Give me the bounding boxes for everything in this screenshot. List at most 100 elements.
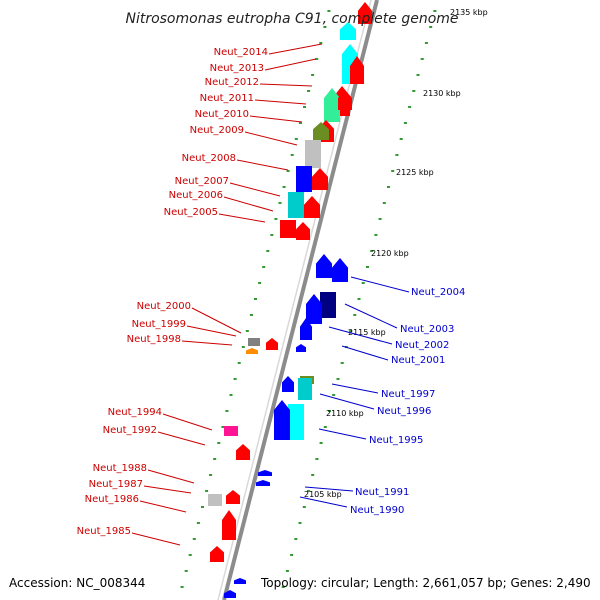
tick-mark — [217, 442, 221, 444]
gene-feature[interactable] — [312, 168, 328, 190]
gene-label-neut-1992[interactable]: Neut_1992 — [103, 425, 157, 436]
gene-label-neut-2007[interactable]: Neut_2007 — [175, 176, 229, 187]
gene-label-neut-1985[interactable]: Neut_1985 — [77, 526, 131, 537]
gene-label-neut-2006[interactable]: Neut_2006 — [169, 190, 223, 201]
tick-mark — [282, 186, 286, 188]
gene-label-neut-2010[interactable]: Neut_2010 — [195, 109, 249, 120]
tick-mark — [290, 554, 294, 556]
tick-mark — [420, 58, 424, 60]
tick-mark — [241, 346, 245, 348]
gene-feature[interactable] — [296, 222, 310, 240]
tick-mark — [221, 426, 225, 428]
kbp-marker-2120: 2120 kbp — [371, 249, 409, 258]
gene-label-neut-2002[interactable]: Neut_2002 — [395, 340, 449, 351]
gene-feature[interactable] — [210, 546, 224, 562]
gene-label-neut-1986[interactable]: Neut_1986 — [85, 494, 139, 505]
gene-label-neut-1990[interactable]: Neut_1990 — [350, 505, 404, 516]
gene-label-neut-1999[interactable]: Neut_1999 — [132, 319, 186, 330]
tick-mark — [303, 106, 306, 108]
gene-feature[interactable] — [332, 258, 348, 282]
tick-mark — [382, 202, 386, 204]
gene-label-neut-1994[interactable]: Neut_1994 — [108, 407, 162, 418]
tick-mark — [327, 10, 331, 12]
gene-label-neut-1995[interactable]: Neut_1995 — [369, 435, 423, 446]
tick-mark — [298, 522, 302, 524]
gene-feature[interactable] — [256, 480, 270, 486]
gene-label-neut-2003[interactable]: Neut_2003 — [400, 324, 454, 335]
tick-mark — [378, 218, 382, 220]
gene-feature[interactable] — [282, 376, 294, 392]
gene-feature[interactable] — [298, 378, 312, 400]
gene-label-neut-1998[interactable]: Neut_1998 — [127, 334, 181, 345]
leader-line — [181, 340, 233, 346]
tick-mark — [353, 314, 357, 316]
gene-feature[interactable] — [320, 292, 336, 318]
tick-mark — [281, 586, 285, 588]
gene-feature[interactable] — [236, 444, 250, 460]
gene-feature[interactable] — [338, 90, 352, 110]
gene-feature[interactable] — [316, 254, 332, 278]
leader-line — [131, 532, 181, 546]
gene-feature[interactable] — [358, 2, 372, 24]
tick-mark — [391, 170, 395, 172]
gene-label-neut-2001[interactable]: Neut_2001 — [391, 355, 445, 366]
leader-line — [331, 383, 379, 394]
gene-feature[interactable] — [274, 400, 290, 440]
gene-feature[interactable] — [296, 344, 306, 352]
gene-feature[interactable] — [226, 490, 240, 504]
kbp-marker-2130: 2130 kbp — [423, 89, 461, 98]
gene-label-neut-2009[interactable]: Neut_2009 — [190, 125, 244, 136]
tick-mark — [349, 330, 353, 332]
gene-label-neut-2004[interactable]: Neut_2004 — [411, 287, 465, 298]
leader-line — [299, 496, 348, 508]
gene-feature[interactable] — [296, 166, 312, 192]
gene-feature[interactable] — [304, 196, 320, 218]
gene-label-neut-1997[interactable]: Neut_1997 — [381, 389, 435, 400]
gene-label-neut-1996[interactable]: Neut_1996 — [377, 406, 431, 417]
gene-feature[interactable] — [258, 470, 272, 476]
leader-line — [191, 307, 242, 334]
gene-feature[interactable] — [246, 348, 258, 354]
gene-label-neut-1988[interactable]: Neut_1988 — [93, 463, 147, 474]
tick-mark — [307, 490, 310, 492]
gene-feature[interactable] — [224, 426, 238, 436]
gene-feature[interactable] — [340, 22, 356, 40]
gene-feature[interactable] — [305, 140, 321, 168]
tick-mark — [323, 426, 327, 428]
tick-mark — [262, 266, 266, 268]
gene-feature[interactable] — [306, 294, 322, 324]
leader-line — [328, 326, 393, 345]
gene-label-neut-2005[interactable]: Neut_2005 — [164, 207, 218, 218]
gene-feature[interactable] — [313, 122, 329, 140]
gene-feature[interactable] — [248, 338, 260, 346]
gene-feature[interactable] — [208, 494, 222, 506]
gene-label-neut-1987[interactable]: Neut_1987 — [89, 479, 143, 490]
tick-mark — [340, 362, 344, 364]
tick-mark — [403, 122, 407, 124]
gene-feature[interactable] — [266, 338, 278, 350]
tick-mark — [332, 394, 336, 396]
gene-feature[interactable] — [288, 192, 304, 218]
gene-label-neut-2014[interactable]: Neut_2014 — [214, 47, 268, 58]
leader-line — [157, 431, 206, 446]
gene-feature[interactable] — [324, 88, 340, 122]
tick-mark — [225, 410, 229, 412]
tick-mark — [237, 362, 241, 364]
kbp-marker-2110: 2110 kbp — [326, 409, 364, 418]
genome-backbone-inner — [217, 0, 372, 600]
leader-line — [186, 325, 237, 337]
tick-mark — [270, 234, 274, 236]
gene-feature[interactable] — [280, 220, 296, 238]
gene-feature[interactable] — [288, 404, 304, 440]
gene-label-neut-2011[interactable]: Neut_2011 — [200, 93, 254, 104]
tick-mark — [201, 506, 204, 508]
gene-feature[interactable] — [222, 510, 236, 540]
gene-feature[interactable] — [224, 590, 236, 598]
gene-feature[interactable] — [350, 56, 364, 84]
gene-feature[interactable] — [234, 578, 246, 584]
gene-label-neut-2012[interactable]: Neut_2012 — [205, 77, 259, 88]
gene-label-neut-2008[interactable]: Neut_2008 — [182, 153, 236, 164]
gene-label-neut-2013[interactable]: Neut_2013 — [210, 63, 264, 74]
gene-label-neut-2000[interactable]: Neut_2000 — [137, 301, 191, 312]
gene-label-neut-1991[interactable]: Neut_1991 — [355, 487, 409, 498]
